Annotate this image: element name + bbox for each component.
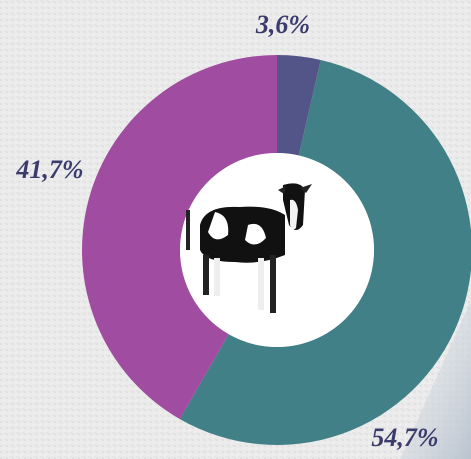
- background-corner: [400, 300, 471, 459]
- donut: [82, 55, 471, 445]
- data-label: 3,6%: [255, 10, 310, 39]
- data-label: 41,7%: [15, 155, 83, 184]
- cow-illustration: [186, 183, 312, 313]
- donut-slice: [179, 59, 471, 445]
- donut-slice: [277, 55, 321, 156]
- data-label: 54,7%: [371, 423, 438, 452]
- donut-slice: [82, 55, 277, 420]
